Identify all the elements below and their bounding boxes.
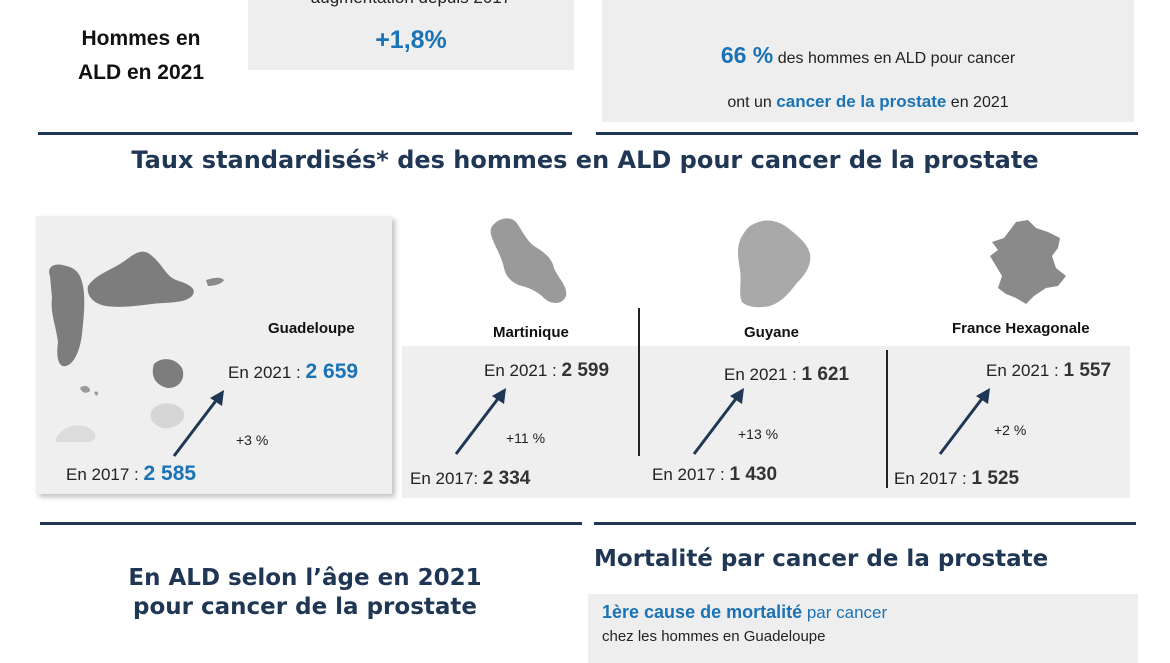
martinique-2021-label: En 2021 : <box>484 361 562 380</box>
guadeloupe-2017-label: En 2017 : <box>66 465 144 484</box>
guadeloupe-2021-label: En 2021 : <box>228 363 306 382</box>
pct-value: 66 % <box>720 42 774 68</box>
divider-guyane-france <box>886 350 888 488</box>
mortalite-title: Mortalité par cancer de la prostate <box>594 546 1049 572</box>
pct-line2: ont un cancer de la prostate en 2021 <box>602 92 1134 112</box>
martinique-map-icon <box>490 218 567 303</box>
region-name-martinique: Martinique <box>493 324 569 341</box>
divider-martinique-guyane <box>638 308 640 456</box>
mortalite-cause-sub: chez les hommes en Guadeloupe <box>602 628 826 645</box>
martinique-2017: En 2017: 2 334 <box>410 468 530 490</box>
pct-text2-highlight: cancer de la prostate <box>776 92 947 111</box>
guadeloupe-2021: En 2021 : 2 659 <box>228 360 358 384</box>
guyane-map-icon <box>738 220 811 308</box>
france-change: +2 % <box>994 422 1027 438</box>
martinique-2021-value: 2 599 <box>561 360 610 381</box>
age-title-line2: pour cancer de la prostate <box>133 594 477 620</box>
divider-top-left <box>38 132 572 135</box>
guyane-change: +13 % <box>738 426 779 442</box>
augmentation-box: augmentation depuis 2017 +1,8% <box>248 0 574 70</box>
region-name-guyane: Guyane <box>744 324 800 341</box>
mortalite-cause-rest: par cancer <box>802 603 888 622</box>
france-2021-value: 1 557 <box>1063 360 1112 381</box>
guyane-2021-value: 1 621 <box>801 364 850 385</box>
guadeloupe-trend-arrow-icon <box>172 390 224 457</box>
age-title: En ALD selon l’âge en 2021 pour cancer d… <box>40 564 570 622</box>
hommes-label-line1: Hommes en <box>81 27 201 50</box>
france-2017-label: En 2017 : <box>894 469 972 488</box>
pct-prostate-box: 66 % des hommes en ALD pour cancer ont u… <box>602 0 1134 122</box>
hommes-ald-label: Hommes en ALD en 2021 <box>66 22 216 90</box>
mortalite-box: 1ère cause de mortalité par cancer chez … <box>588 594 1138 663</box>
guadeloupe-2017-value: 2 585 <box>143 462 197 485</box>
guyane-2021: En 2021 : 1 621 <box>724 364 849 386</box>
guyane-2017-value: 1 430 <box>729 464 778 485</box>
martinique-change: +11 % <box>506 430 546 446</box>
martinique-trend-arrow-icon <box>454 388 506 455</box>
guadeloupe-2017: En 2017 : 2 585 <box>66 462 196 486</box>
pct-line1: 66 % des hommes en ALD pour cancer <box>602 42 1134 69</box>
pct-text1: des hommes en ALD pour cancer <box>773 50 1016 67</box>
france-trend-arrow-icon <box>938 388 990 455</box>
region-name-france: France Hexagonale <box>952 320 1090 337</box>
guadeloupe-panel <box>36 216 392 494</box>
martinique-2017-value: 2 334 <box>482 468 531 489</box>
france-2021: En 2021 : 1 557 <box>986 360 1111 382</box>
taux-title: Taux standardisés* des hommes en ALD pou… <box>131 146 1039 174</box>
guyane-2017-label: En 2017 : <box>652 465 730 484</box>
france-2021-label: En 2021 : <box>986 361 1064 380</box>
martinique-2021: En 2021 : 2 599 <box>484 360 609 382</box>
guyane-trend-arrow-icon <box>692 388 744 455</box>
guadeloupe-change: +3 % <box>236 432 269 448</box>
divider-top-right <box>596 132 1138 135</box>
guadeloupe-2021-value: 2 659 <box>305 360 359 383</box>
france-map-icon <box>990 220 1066 304</box>
augmentation-label: augmentation depuis 2017 <box>248 0 574 8</box>
augmentation-value: +1,8% <box>375 26 447 54</box>
hommes-label-line2: ALD en 2021 <box>77 61 205 84</box>
martinique-2017-label: En 2017: <box>410 469 483 488</box>
divider-bottom-left <box>40 522 582 525</box>
region-name-guadeloupe: Guadeloupe <box>268 320 355 337</box>
france-2017: En 2017 : 1 525 <box>894 468 1019 490</box>
pct-text2-post: en 2021 <box>946 94 1009 111</box>
mortalite-cause-bold: 1ère cause de mortalité <box>602 602 803 622</box>
regions-strip <box>402 346 1130 498</box>
pct-text2-pre: ont un <box>727 94 777 111</box>
mortalite-cause: 1ère cause de mortalité par cancer <box>602 602 887 623</box>
age-title-line1: En ALD selon l’âge en 2021 <box>128 565 482 591</box>
guyane-2017: En 2017 : 1 430 <box>652 464 777 486</box>
guyane-2021-label: En 2021 : <box>724 365 802 384</box>
divider-bottom-right <box>594 522 1136 525</box>
guadeloupe-map-icon <box>49 251 224 442</box>
france-2017-value: 1 525 <box>971 468 1020 489</box>
